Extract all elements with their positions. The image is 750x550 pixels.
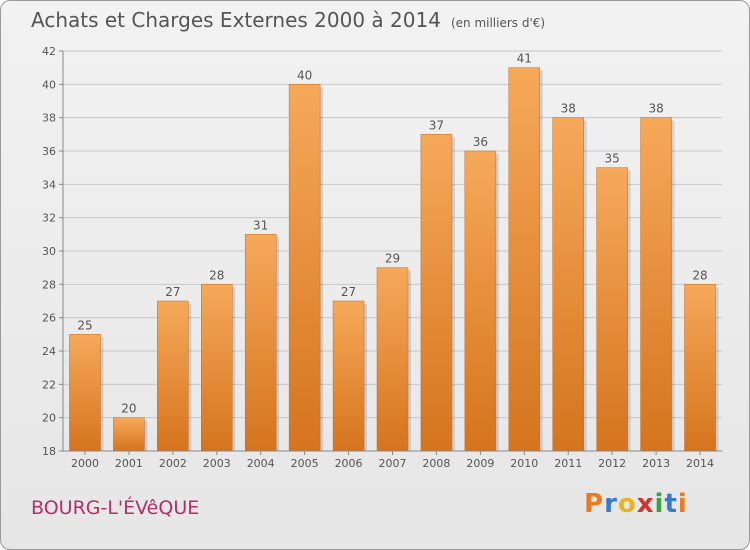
y-tick-label: 24 <box>42 345 56 358</box>
y-tick-label: 18 <box>42 445 56 458</box>
x-tick-label: 2004 <box>247 457 275 470</box>
bar-2011 <box>552 117 584 452</box>
bar-layer <box>69 67 719 452</box>
x-tick-label: 2006 <box>335 457 363 470</box>
title-unit: (en milliers d'€) <box>450 16 546 30</box>
bar-2002 <box>157 300 189 452</box>
bar-value-label: 29 <box>385 252 400 266</box>
bar-2005 <box>288 84 321 452</box>
axis-layer: 18 20 22 24 26 28 30 32 34 36 38 40 42 2000 2001 2002 20… <box>42 45 722 470</box>
x-tick-label: 2005 <box>291 457 319 470</box>
x-tick-label: 2001 <box>115 457 143 470</box>
y-tick-label: 32 <box>42 212 56 225</box>
logo-letter: i <box>654 489 665 519</box>
y-tick-label: 28 <box>42 278 56 291</box>
logo-letter: r <box>604 489 618 519</box>
bar-value-label: 36 <box>473 135 488 149</box>
bar-value-label: 38 <box>648 102 663 116</box>
bar-2001 <box>113 417 145 452</box>
bar-value-label: 37 <box>429 118 444 132</box>
proxiti-logo[interactable]: Proxiti <box>584 489 688 519</box>
bar-value-label: 20 <box>121 402 136 416</box>
x-tick-label: 2002 <box>159 457 187 470</box>
y-tick-label: 30 <box>42 245 56 258</box>
title-text: Achats et Charges Externes 2000 à 2014 <box>31 8 441 32</box>
bar-value-label: 25 <box>77 318 92 332</box>
y-tick-label: 36 <box>42 145 56 158</box>
y-tick-label: 42 <box>42 45 56 58</box>
commune-name: BOURG-L'ÉVêQUE <box>31 497 200 519</box>
bar-2008 <box>420 134 453 452</box>
bar-value-label: 41 <box>517 52 532 66</box>
x-tick-label: 2012 <box>598 457 626 470</box>
bar-2003 <box>201 284 233 452</box>
bar-value-label: 27 <box>165 285 180 299</box>
bar-2007 <box>376 267 409 452</box>
x-tick-label: 2010 <box>510 457 538 470</box>
y-tick-label: 38 <box>42 112 56 125</box>
logo-letter: o <box>617 489 637 519</box>
bar-2006 <box>332 300 365 452</box>
y-tick-label: 26 <box>42 312 56 325</box>
bar-2013 <box>640 117 672 452</box>
x-tick-label: 2009 <box>466 457 494 470</box>
bar-2010 <box>508 67 541 452</box>
x-tick-label: 2011 <box>554 457 582 470</box>
bar-2004 <box>244 234 277 452</box>
bar-2000 <box>69 334 101 452</box>
bar-chart: 25 20 27 28 31 40 27 29 37 36 41 38 35 38 28 18 20 22 24 2… <box>42 45 722 470</box>
bar-2014 <box>684 284 716 452</box>
bar-2009 <box>464 150 497 452</box>
y-tick-label: 22 <box>42 378 56 391</box>
y-tick-label: 20 <box>42 412 56 425</box>
chart-title: Achats et Charges Externes 2000 à 2014 (e… <box>31 8 545 32</box>
logo-letter: i <box>677 489 688 519</box>
y-tick-label: 34 <box>42 178 56 191</box>
x-tick-label: 2014 <box>686 457 714 470</box>
x-tick-label: 2013 <box>642 457 670 470</box>
y-tick-label: 40 <box>42 78 56 91</box>
bar-2012 <box>596 167 628 452</box>
x-tick-label: 2007 <box>379 457 407 470</box>
logo-letter: P <box>584 489 605 519</box>
logo-letter: x <box>636 489 655 519</box>
bar-value-label: 27 <box>341 285 356 299</box>
bar-value-label: 31 <box>253 218 268 232</box>
x-tick-label: 2000 <box>71 457 99 470</box>
logo-letter: t <box>664 489 678 519</box>
bar-value-label: 38 <box>561 102 576 116</box>
x-tick-label: 2003 <box>203 457 231 470</box>
bar-value-label: 28 <box>692 268 707 282</box>
label-layer: 25 20 27 28 31 40 27 29 37 36 41 38 35 38 28 <box>77 52 707 416</box>
bar-value-label: 35 <box>605 152 620 166</box>
bar-value-label: 28 <box>209 268 224 282</box>
x-tick-label: 2008 <box>422 457 450 470</box>
bar-value-label: 40 <box>297 68 312 82</box>
